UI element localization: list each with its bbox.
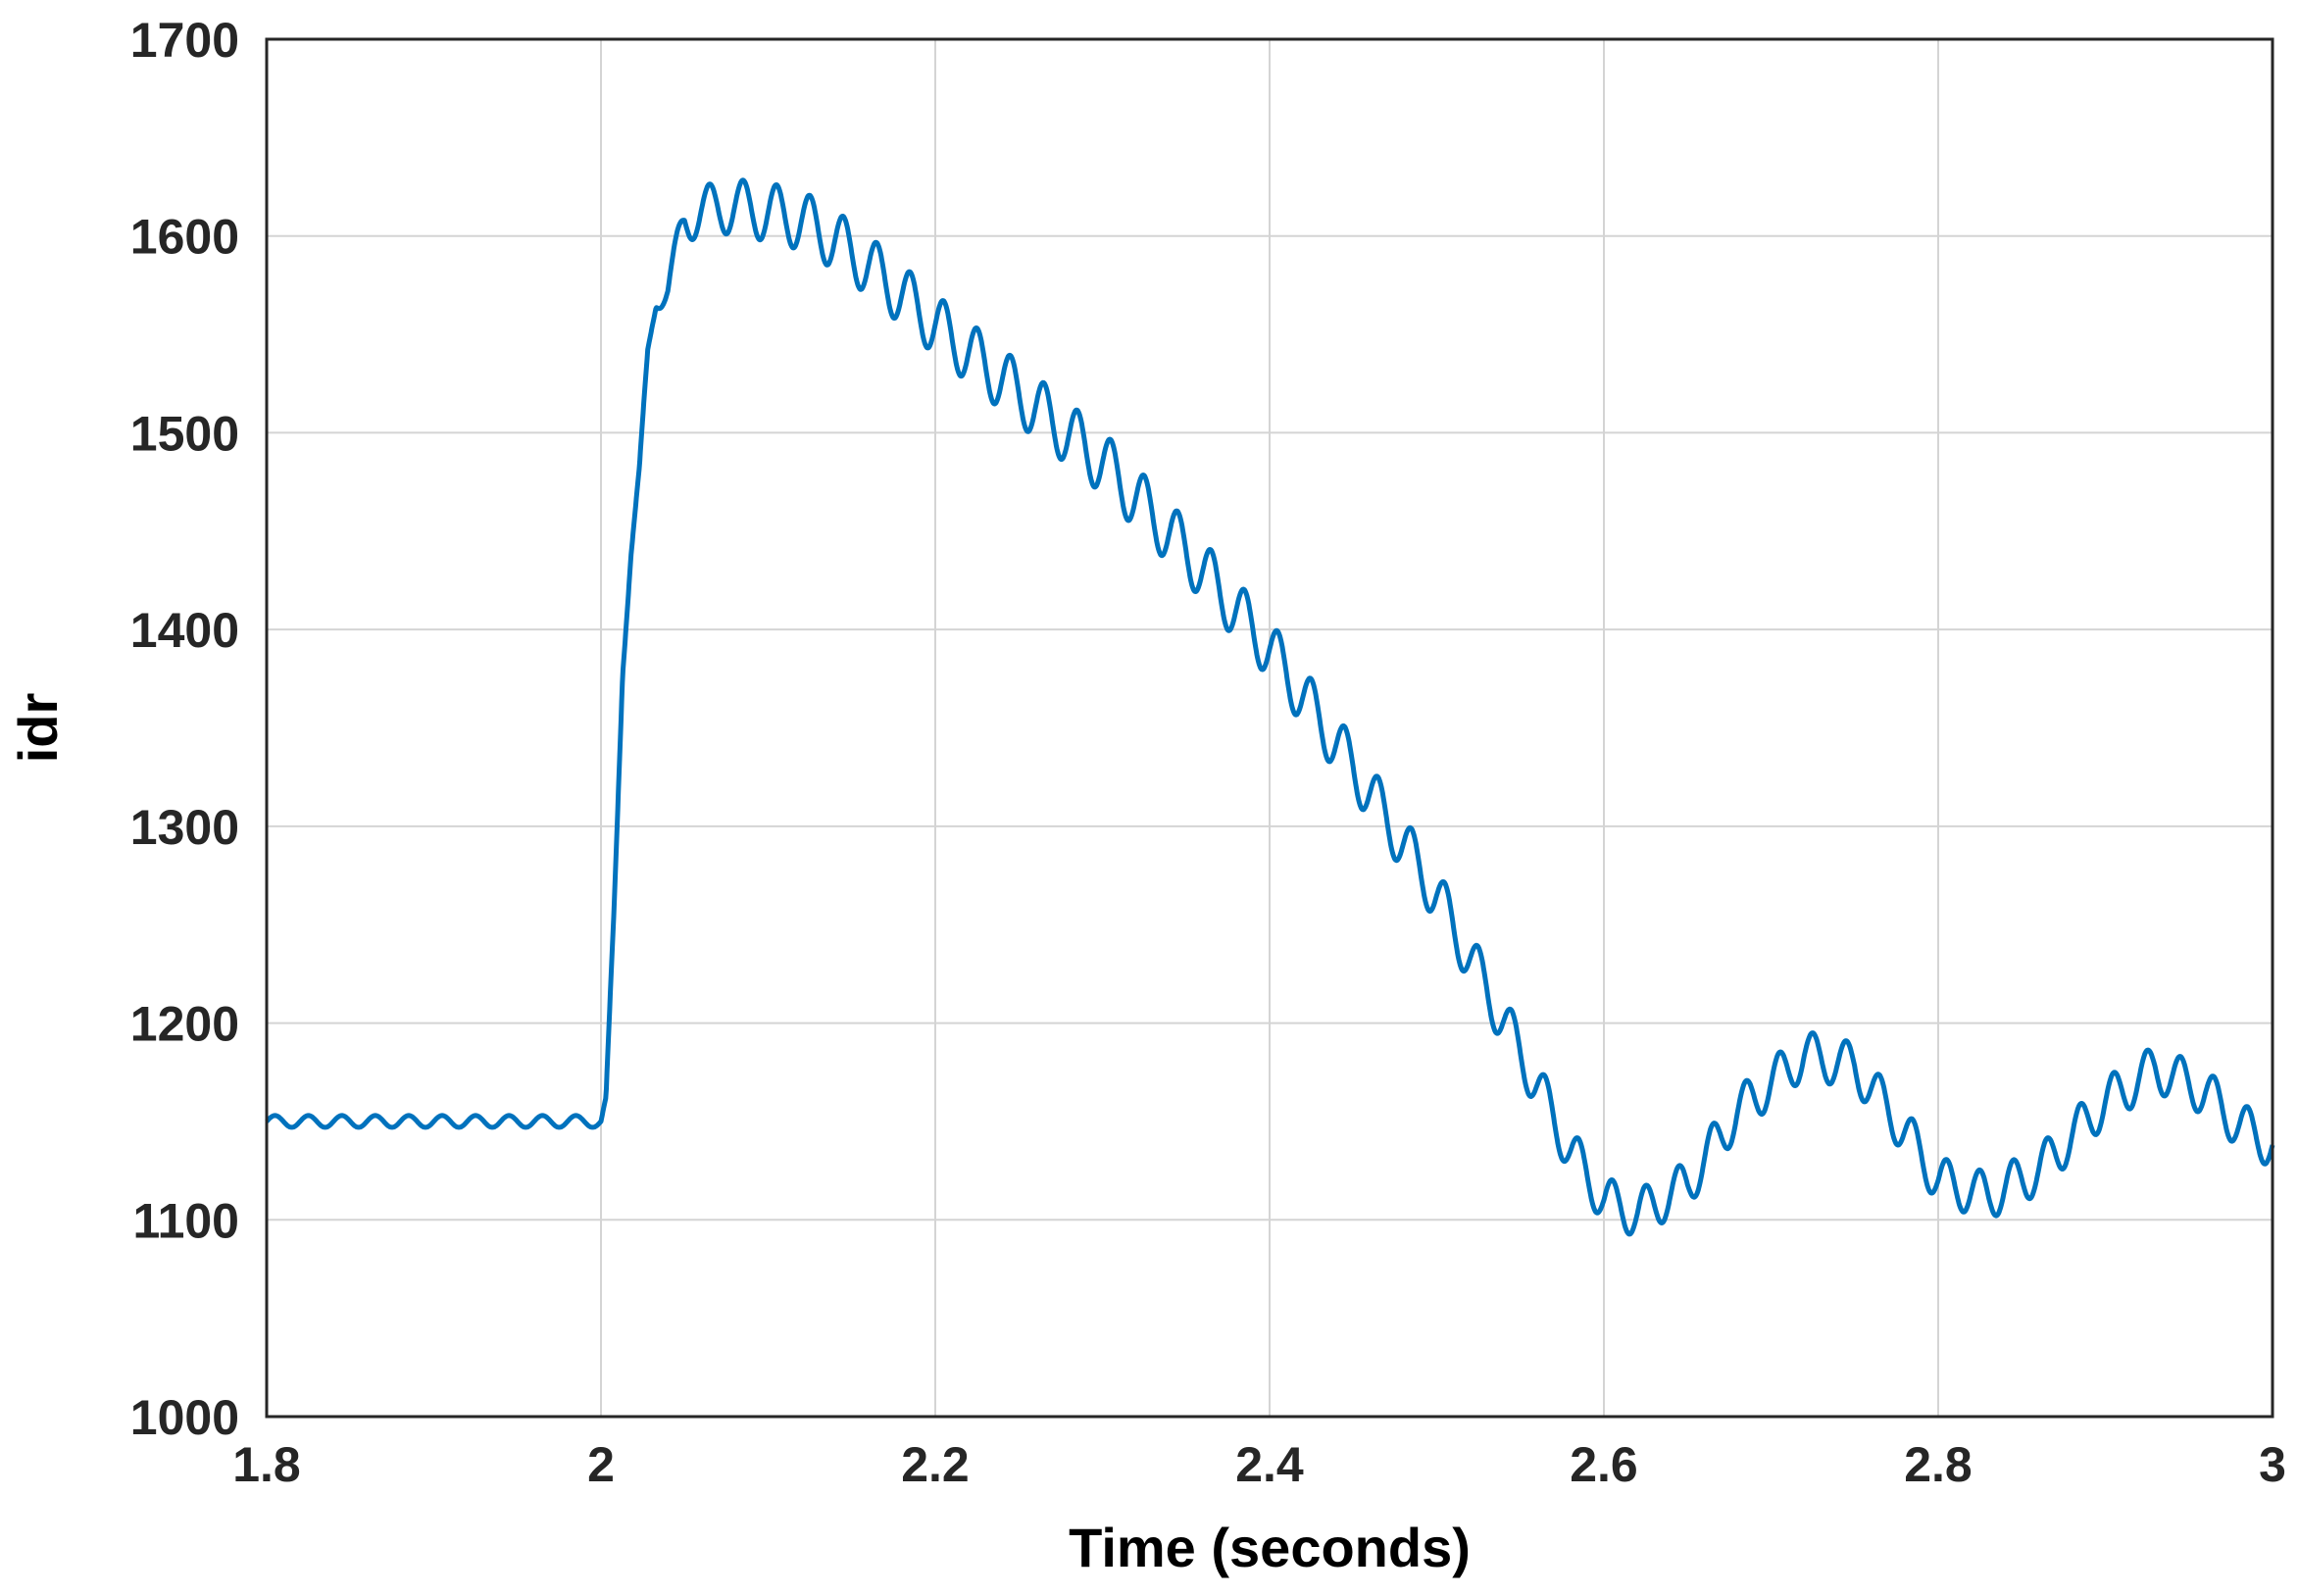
y-tick-label: 1000 (130, 1390, 239, 1445)
x-tick-label: 1.8 (232, 1437, 301, 1492)
x-tick-label: 2.2 (901, 1437, 970, 1492)
series-layer (265, 177, 2275, 1237)
y-tick-label: 1100 (133, 1193, 239, 1248)
y-tick-label: 1700 (130, 13, 239, 68)
y-tick-label: 1200 (130, 997, 239, 1052)
y-tick-label: 1400 (130, 603, 239, 658)
x-tick-label: 2.8 (1904, 1437, 1973, 1492)
y-axis-label: idr (7, 693, 69, 764)
x-tick-label: 3 (2259, 1437, 2286, 1492)
y-tick-label: 1300 (130, 800, 239, 855)
tick-labels: 1.8 2 2.2 2.4 2.6 2.8 3 1000 1100 1200 1300 1400 150… (130, 13, 2286, 1492)
y-tick-label: 1600 (130, 210, 239, 265)
plot-frame (265, 37, 2274, 1419)
grid-lines (267, 39, 2273, 1417)
x-axis-label: Time (seconds) (1069, 1517, 1471, 1578)
series-line (265, 177, 2275, 1237)
x-tick-label: 2.4 (1235, 1437, 1304, 1492)
y-tick-label: 1500 (130, 406, 239, 461)
x-tick-label: 2.6 (1570, 1437, 1638, 1492)
x-tick-label: 2 (587, 1437, 615, 1492)
